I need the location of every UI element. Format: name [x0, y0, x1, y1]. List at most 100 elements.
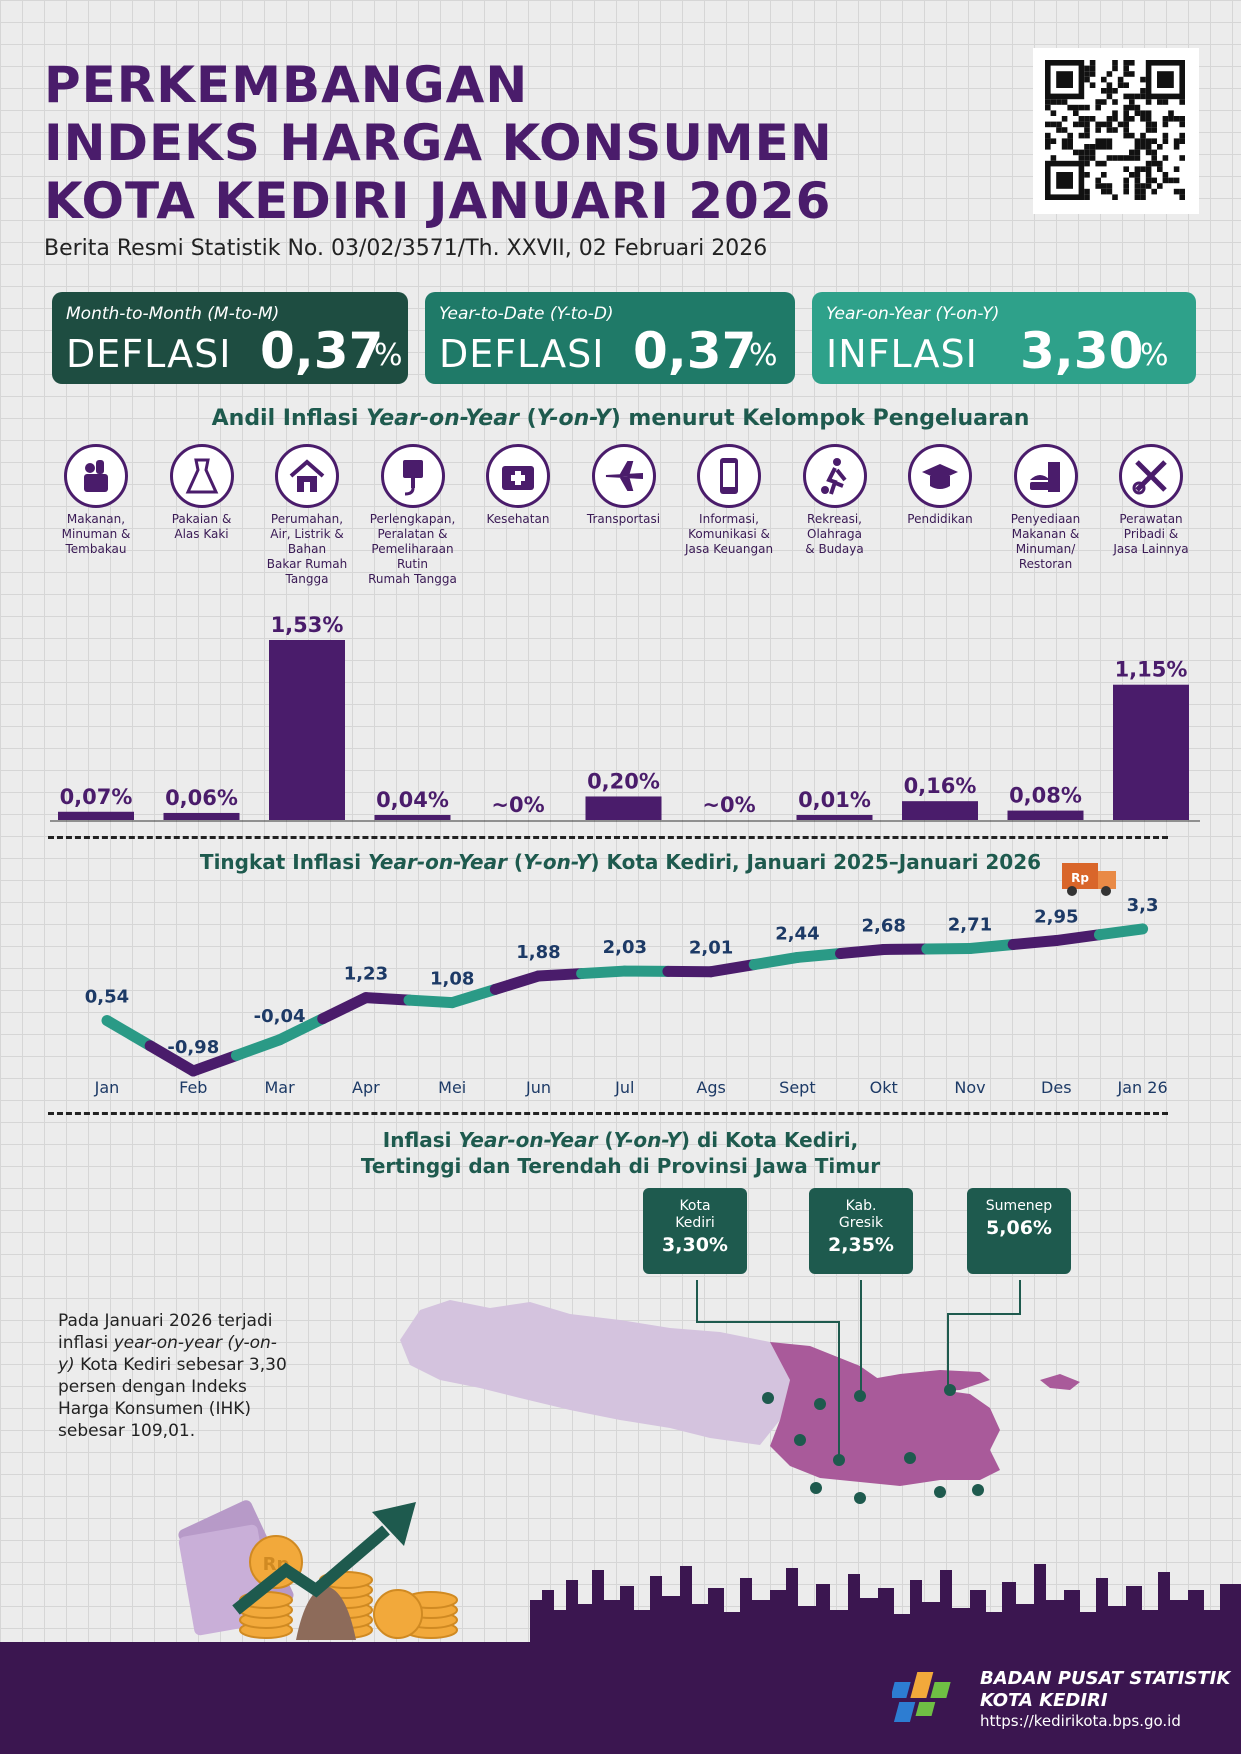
callout-kab-gresik: Kab. Gresik 2,35%: [809, 1188, 913, 1274]
footer-bar: [0, 1642, 1241, 1754]
andil-bar-chart: 0,07% 0,06% 1,53% 0,04% ~0% 0,20% ~0% 0,01% 0,16…: [50, 613, 1200, 822]
title-line-3: KOTA KEDIRI JANUARI 2026: [44, 172, 832, 230]
bar-label: 0,08%: [1009, 784, 1082, 808]
ytd-card: Year-to-Date (Y-to-D) DEFLASI 0,37 %: [425, 292, 795, 384]
madura-shape: [866, 1370, 990, 1392]
publication-number: Berita Resmi Statistik No. 03/02/3571/Th…: [44, 236, 768, 261]
ytd-word: DEFLASI: [439, 332, 605, 376]
category-label: Perawatan Pribadi & Jasa Lainnya: [1113, 512, 1189, 556]
fast-food-icon: [1013, 444, 1078, 508]
bar-label: 0,06%: [165, 786, 238, 810]
point-label: 2,01: [689, 938, 733, 959]
map-title-line-2: Tertinggi dan Terendah di Provinsi Jawa …: [360, 1154, 881, 1178]
category-label: Rekreasi, Olahraga & Budaya: [805, 512, 864, 556]
point-label: -0,98: [167, 1037, 219, 1058]
java-west-central-shape: [400, 1300, 790, 1445]
yoy-value: 3,30: [1020, 322, 1144, 380]
qr-code-icon[interactable]: [1033, 48, 1199, 214]
line-segment: [1050, 929, 1105, 947]
bar-label: 1,15%: [1115, 658, 1188, 682]
month-tick: Mei: [438, 1078, 466, 1097]
ytd-value: 0,37: [633, 322, 757, 380]
medical-kit-icon: [486, 444, 550, 508]
city-skyline-icon: [530, 1564, 1241, 1644]
yoy-unit: %: [1140, 338, 1169, 373]
bps-logo-icon: [892, 1672, 951, 1722]
bar: [374, 815, 451, 820]
month-tick: Feb: [179, 1078, 207, 1097]
bar-label: 0,20%: [587, 769, 660, 793]
dress-icon: [169, 444, 234, 508]
month-tick: Mar: [265, 1078, 296, 1097]
point-label: 1,88: [516, 942, 560, 963]
soccer-player-icon: [802, 444, 867, 508]
point-label: 2,95: [1034, 907, 1078, 928]
line-segment: [964, 939, 1019, 954]
bar-label: 1,53%: [271, 613, 344, 637]
callout-kota-kediri: Kota Kediri 3,30%: [643, 1188, 747, 1274]
category-label: Informasi, Komunikasi & Jasa Keuangan: [684, 512, 774, 556]
callout-value: 5,06%: [986, 1217, 1052, 1239]
yoy-word: INFLASI: [826, 332, 978, 376]
scissors-comb-icon: [1119, 444, 1183, 508]
month-tick: Jun: [525, 1078, 551, 1097]
category-label: Kesehatan: [486, 512, 550, 526]
divider-2: [48, 1112, 1168, 1115]
point-label: -0,04: [254, 1006, 306, 1027]
month-tick: Okt: [870, 1078, 898, 1097]
category-label: Perlengkapan, Peralatan & Pemeliharaan R…: [368, 512, 457, 586]
callout-name: Kota Kediri: [675, 1198, 715, 1231]
line-segment: [791, 947, 847, 963]
line-segment: [1093, 923, 1149, 941]
category-label: Penyediaan Makanan & Minuman/ Restoran: [1010, 512, 1081, 571]
title-line-1: PERKEMBANGAN: [44, 56, 529, 114]
yoy-label: Year-on-Year (Y-on-Y): [826, 304, 1000, 324]
airplane-icon: [591, 444, 656, 508]
month-tick: Des: [1041, 1078, 1072, 1097]
bar-label: ~0%: [491, 793, 544, 817]
callout-leaders: [696, 1280, 1021, 1460]
month-tick: Nov: [954, 1078, 985, 1097]
bar-label: 0,04%: [376, 788, 449, 812]
east-java-shape: [770, 1342, 1000, 1486]
month-tick: Apr: [352, 1078, 380, 1097]
line-segment: [144, 1040, 199, 1077]
line-segment: [748, 951, 803, 971]
bps-url-link[interactable]: https://kedirikota.bps.go.id: [980, 1712, 1181, 1730]
line-segment: [274, 1013, 329, 1046]
bps-org-name: BADAN PUSAT STATISTIK KOTA KEDIRI: [980, 1668, 1231, 1711]
point-label: 2,68: [861, 915, 905, 936]
month-tick: Jul: [614, 1078, 634, 1097]
bar: [1007, 810, 1084, 820]
bar: [585, 796, 662, 820]
line-chart-title: Tingkat Inflasi Year-on-Year (Y-on-Y) Ko…: [199, 850, 1042, 874]
line-segment: [576, 965, 631, 980]
money-illustration-icon: Rp: [178, 1500, 458, 1640]
island-shape: [1040, 1374, 1080, 1390]
line-segment: [533, 968, 588, 982]
callout-sumenep: Sumenep 5,06%: [967, 1188, 1071, 1274]
callout-value: 2,35%: [828, 1234, 894, 1256]
yoy-card: Year-on-Year (Y-on-Y) INFLASI 3,30 %: [812, 292, 1196, 384]
java-map-icon: [400, 1280, 1080, 1504]
point-label: 3,3: [1127, 895, 1159, 916]
point-label: 2,03: [603, 937, 647, 958]
inflation-line-chart: 0,54 Jan -0,98 Feb -0,04 Mar 1,23 Apr 1,08 Mei 1,8…: [85, 863, 1168, 1097]
bar-label: 0,16%: [904, 774, 977, 798]
category-label: Perumahan, Air, Listrik & Bahan Bakar Ru…: [266, 512, 348, 586]
point-label: 1,23: [344, 964, 388, 985]
map-title-line-1: Inflasi Year-on-Year (Y-on-Y) di Kota Ke…: [382, 1128, 859, 1152]
category-label: Pendidikan: [907, 512, 973, 526]
house-icon: [275, 444, 339, 508]
category-label: Transportasi: [586, 512, 661, 526]
line-segment: [101, 1015, 156, 1052]
point-label: 0,54: [85, 987, 129, 1008]
bar-label: ~0%: [702, 793, 755, 817]
mtm-label: Month-to-Month (M-to-M): [66, 304, 280, 324]
point-label: 1,08: [430, 969, 474, 990]
ytd-label: Year-to-Date (Y-to-D): [439, 304, 614, 324]
andil-title: Andil Inflasi Year-on-Year (Y-on-Y) menu…: [211, 406, 1030, 431]
mtm-card: Month-to-Month (M-to-M) DEFLASI 0,37 %: [52, 292, 408, 384]
plug-icon: [380, 444, 445, 508]
divider-1: [48, 836, 1168, 839]
